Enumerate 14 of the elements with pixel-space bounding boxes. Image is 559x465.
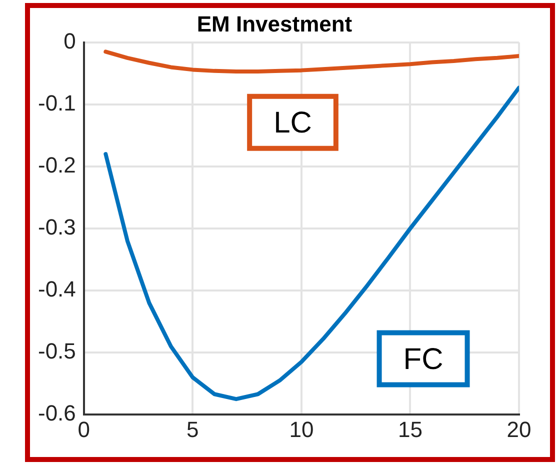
- x-tick-label: 5: [186, 416, 199, 442]
- text: FC: [403, 343, 444, 376]
- chart-title: EM Investment: [196, 11, 353, 36]
- y-tick-label: 0: [64, 28, 76, 54]
- y-tick-label: -0.6: [38, 400, 76, 426]
- y-tick-label: -0.4: [38, 276, 76, 302]
- y-tick-label: -0.1: [38, 90, 76, 116]
- y-tick-label: -0.3: [38, 214, 76, 240]
- x-tick-label: 15: [398, 416, 422, 442]
- series-label: LC: [274, 106, 312, 140]
- y-tick-label: -0.5: [38, 338, 76, 364]
- y-tick-label: -0.2: [38, 152, 76, 178]
- x-tick-label: 20: [506, 416, 532, 442]
- x-tick-label: 10: [289, 416, 314, 442]
